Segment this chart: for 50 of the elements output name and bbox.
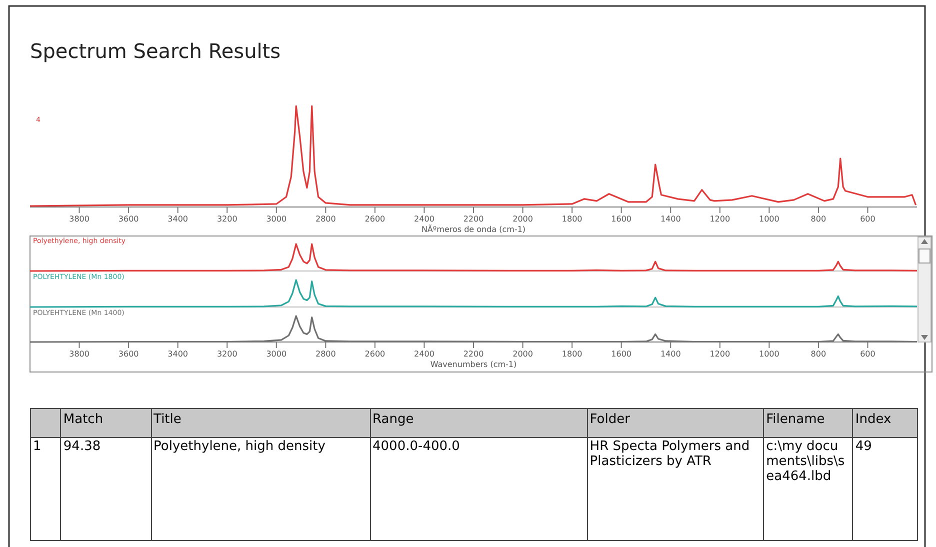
x-tick-label: 3600 [118, 350, 139, 359]
x-tick-label: 2000 [512, 350, 533, 359]
x-tick-label: 1200 [710, 214, 730, 224]
chart-title: Spectrum Search Results [30, 39, 281, 63]
text: Filename [764, 408, 853, 438]
x-tick-label: 2200 [463, 350, 484, 359]
text: Polyethylene, high density [151, 438, 370, 540]
text: 4000.0-400.0 [370, 438, 588, 540]
x-tick-label: 3000 [266, 350, 287, 359]
x-axis-title: Wavenumbers (cm-1) [430, 360, 517, 369]
x-tick-label: 2600 [364, 350, 386, 359]
x-tick-label: 3000 [266, 214, 287, 224]
text: Range [370, 408, 588, 438]
x-tick-label: 1400 [660, 350, 681, 359]
x-tick-label: 1400 [660, 214, 681, 224]
x-tick-label: 3400 [168, 214, 188, 224]
text: Title [151, 408, 370, 438]
x-tick-label: 3600 [118, 214, 139, 224]
x-axis-title: NÃºmeros de onda (cm-1) [421, 224, 526, 234]
x-tick-label: 2000 [512, 214, 533, 224]
x-tick-label: 1000 [758, 350, 780, 359]
x-tick-label: 2600 [364, 214, 386, 224]
x-tick-label: 1600 [611, 214, 632, 224]
x-tick-label: 800 [810, 350, 826, 359]
x-tick-label: 800 [810, 214, 826, 224]
text: 49 [852, 438, 918, 540]
x-tick-label: 2200 [463, 214, 484, 224]
x-tick-label: 3800 [69, 350, 90, 359]
text: Match [60, 408, 152, 438]
text: c:\my documents\libs\sea464.lbd [764, 438, 853, 540]
x-tick-label: 3200 [216, 350, 238, 359]
x-tick-label: 1200 [710, 350, 730, 359]
x-tick-label: 2800 [315, 350, 336, 359]
x-tick-label: 3800 [69, 214, 90, 224]
x-tick-label: 1600 [611, 350, 632, 359]
x-tick-label: 3400 [168, 350, 188, 359]
text: Index [852, 408, 918, 438]
x-tick-label: 3200 [216, 214, 238, 224]
x-tick-label: 1800 [562, 350, 582, 359]
x-tick-label: 2400 [414, 214, 434, 224]
x-tick-label: 600 [860, 350, 876, 359]
text: 1 [30, 438, 61, 540]
x-tick-label: 2400 [414, 350, 434, 359]
x-tick-label: 600 [860, 214, 876, 224]
x-tick-label: 1800 [562, 214, 582, 224]
text: Folder [587, 408, 764, 438]
x-tick-label: 1000 [758, 214, 780, 224]
x-tick-label: 2800 [315, 214, 336, 224]
text: 94.38 [60, 438, 152, 540]
text: HR Specta Polymers and Plasticizers by ATR [587, 438, 764, 540]
